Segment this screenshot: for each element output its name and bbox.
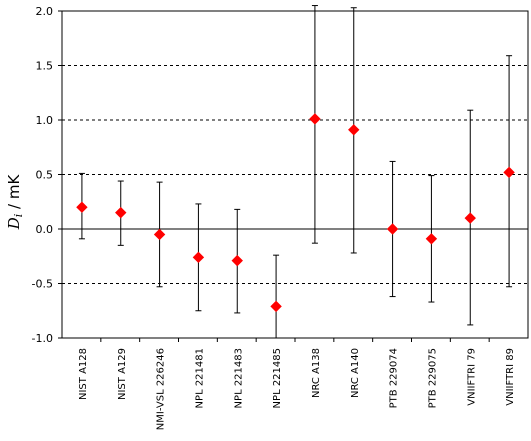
data-point <box>464 212 476 224</box>
x-axis: NIST A128 NIST A129 NMI-VSL 226246 NPL 2214… <box>78 338 516 430</box>
data-point <box>270 300 282 313</box>
x-category-label: NIST A128 <box>78 348 89 400</box>
y-tick-label: -0.5 <box>32 278 53 291</box>
x-category-label: VNIIFTRI 89 <box>505 348 516 406</box>
x-category-label: NIST A129 <box>117 348 128 400</box>
y-axis-label-subscript: i <box>12 214 25 218</box>
data-point <box>192 251 205 264</box>
x-category-label: VNIIFTRI 79 <box>466 348 477 406</box>
x-category-label: NPL 221483 <box>233 348 244 408</box>
x-category-label: NPL 221481 <box>194 348 205 408</box>
y-tick-label: 1.0 <box>36 114 54 127</box>
y-tick-label: 0.0 <box>36 223 54 236</box>
y-axis-label-unit: / mK <box>5 174 23 214</box>
x-category-label: PTB 229075 <box>427 348 438 408</box>
data-point <box>503 166 515 179</box>
x-category-label: NRC A140 <box>350 348 361 398</box>
x-category-label: NPL 221485 <box>272 348 283 408</box>
y-tick-label: -1.0 <box>32 332 53 345</box>
data-point <box>76 201 88 213</box>
data-point <box>386 223 399 235</box>
y-tick-label: 0.5 <box>36 169 54 182</box>
grid-lines <box>62 65 528 284</box>
y-axis-label: Di / mK <box>5 174 25 231</box>
data-point <box>348 124 360 136</box>
error-bars <box>78 5 513 338</box>
data-points <box>76 113 515 313</box>
y-axis-label-symbol: D <box>5 217 23 230</box>
data-point <box>309 113 321 125</box>
data-point <box>231 254 243 267</box>
y-axis: 2.0 1.5 1.0 0.5 0.0 -0.5 -1.0 <box>32 5 62 345</box>
y-tick-label: 1.5 <box>36 60 54 73</box>
x-category-label: NMI-VSL 226246 <box>156 348 167 430</box>
x-category-label: NRC A138 <box>311 348 322 398</box>
data-point <box>153 228 166 241</box>
data-point <box>115 206 127 219</box>
x-category-label: PTB 229074 <box>389 348 400 408</box>
y-tick-label: 2.0 <box>36 5 54 18</box>
data-point <box>425 233 438 245</box>
